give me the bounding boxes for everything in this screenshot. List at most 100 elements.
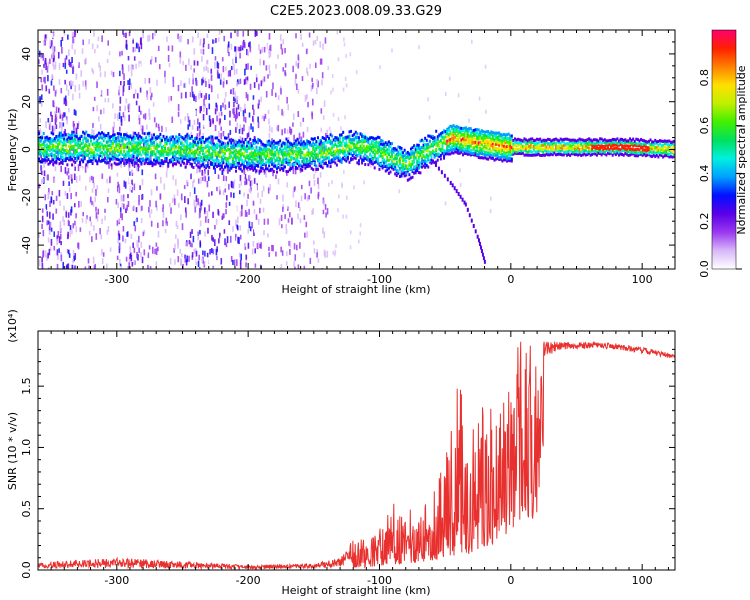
spectrogram-cell [507,143,510,147]
spectrogram-cell [367,149,370,153]
spectrogram-cell [216,69,219,75]
spectrogram-cell [201,152,204,156]
spectrogram-cell [433,161,436,165]
spectrogram-cell [128,31,131,37]
spectrogram-cell [102,147,105,151]
spectrogram-cell [115,100,118,105]
spectrogram-cell [219,146,222,150]
spectrogram-cell [362,140,365,144]
spectrogram-cell [504,137,507,141]
spectrogram-cell [52,57,55,63]
spectrogram-cell [112,151,115,155]
spectrogram-cell [239,167,242,171]
spectrogram-cell [274,164,277,168]
spectrogram-cell [184,82,187,89]
spectrogram-cell [303,215,306,220]
spectrogram-cell [425,138,428,142]
spectrogram-cell [71,43,74,50]
spectrogram-cell [101,173,104,179]
spectrogram-cell [60,126,63,132]
spectrogram-cell [316,87,318,95]
spectrogram-cell [258,138,261,142]
spectrogram-cell [294,266,296,269]
spectrogram-cell [460,146,463,150]
spectrogram-cell [102,132,105,136]
spectrogram-cell [271,127,273,133]
spectrogram-cell [244,174,247,180]
spectrogram-cell [275,148,278,152]
spectrogram-cell [277,156,280,160]
spectrogram-cell [69,155,72,159]
spectrogram-cell [50,141,53,145]
spectrogram-cell [480,131,483,135]
spectrogram-cell [510,153,513,157]
spectrogram-cell [206,139,209,143]
spectrogram-cell [378,147,381,151]
spectrogram-cell [184,36,186,41]
spectrogram-cell [67,212,70,218]
spectrogram-cell [101,35,103,42]
spectrogram-cell [104,160,107,164]
spectrogram-cell [343,136,346,140]
spectrogram-cell [230,137,233,143]
spectrogram-cell [380,142,383,146]
spectrogram-cell [267,218,269,225]
spectrogram-cell [207,67,209,73]
spectrogram-cell [68,249,70,255]
spectrogram-cell [189,157,192,161]
spectrogram-cell [258,152,261,160]
spectrogram-cell [268,133,271,139]
spectrogram-cell [80,115,83,122]
spectrogram-cell [479,130,482,134]
spectrogram-cell [137,132,140,138]
spectrogram-cell [149,161,152,165]
spectrogram-cell [210,68,213,74]
spectrogram-cell [135,63,137,69]
spectrogram-cell [236,79,239,85]
spectrogram-cell [136,240,138,248]
spectrogram-cell [268,125,271,132]
spectrogram-cell [74,148,77,152]
spectrogram-cell [255,140,258,144]
spectrogram-cell [215,102,218,108]
spectrogram-cell [71,138,74,142]
spectrogram-cell [321,141,324,145]
spectrogram-cell [129,253,131,259]
spectrogram-cell [287,162,290,166]
spectrogram-cell [160,138,163,142]
spectrogram-cell [53,46,56,52]
spectrogram-cell [107,154,110,158]
spectrogram-cell [413,165,416,169]
spectrogram-cell [235,154,238,158]
spectrogram-cell [38,143,40,147]
spectrogram-cell [96,152,99,156]
spectrogram-cell [290,148,293,152]
spectrogram-cell [162,154,165,158]
spectrogram-cell [461,149,464,153]
spectrogram-cell [180,80,182,86]
spectrogram-cell [280,144,283,148]
spectrogram-cell [71,136,74,140]
spectrogram-cell [457,141,460,145]
spectrogram-cell [80,134,83,138]
spectrogram-cell [140,37,142,44]
spectrogram-cell [253,163,256,167]
spectrogram-cell [71,144,74,148]
spectrogram-cell [356,144,359,148]
spectrogram-cell [339,158,342,162]
spectrogram-cell [239,174,242,182]
spectrogram-cell [66,249,69,254]
spectrogram-cell [376,158,379,162]
spectrogram-cell [427,142,430,146]
spectrogram-cell [367,156,370,160]
spectrogram-cell [419,146,422,150]
spectrogram-cell [395,156,398,160]
spectrogram-cell [93,182,95,189]
spectrogram-cell [156,160,159,164]
spectrogram-cell [224,180,226,186]
spectrogram-cell [73,173,76,181]
spectrogram-cell [195,158,198,162]
spectrogram-cell [238,79,241,85]
spectrogram-cell [243,115,245,122]
spectrogram-cell [194,159,197,163]
